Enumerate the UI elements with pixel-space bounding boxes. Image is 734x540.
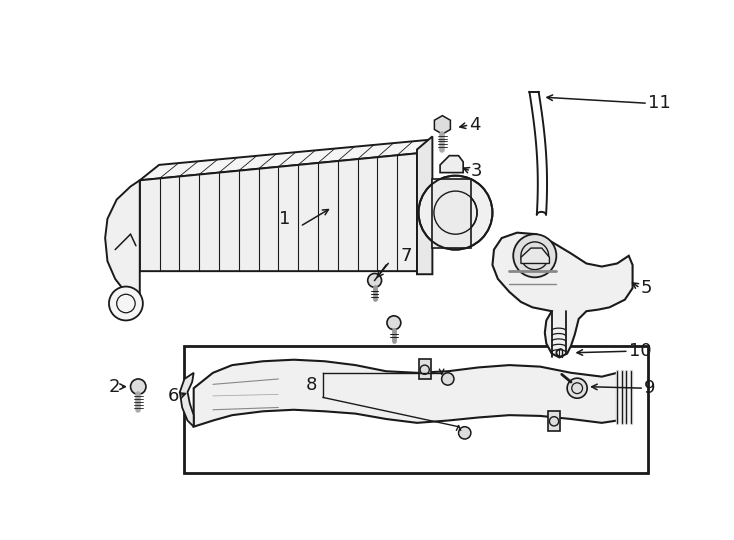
Polygon shape [139, 139, 432, 180]
Polygon shape [440, 156, 463, 173]
Circle shape [513, 234, 556, 278]
Circle shape [131, 379, 146, 394]
Circle shape [567, 378, 587, 398]
Text: 7: 7 [400, 247, 412, 265]
Circle shape [459, 427, 471, 439]
Text: 9: 9 [644, 379, 655, 397]
Polygon shape [180, 373, 194, 427]
Text: 6: 6 [167, 387, 179, 405]
Polygon shape [521, 248, 550, 264]
Circle shape [418, 176, 493, 249]
Polygon shape [548, 411, 560, 430]
Polygon shape [418, 359, 431, 379]
Polygon shape [194, 360, 617, 427]
Text: 2: 2 [109, 377, 120, 396]
Text: 8: 8 [305, 376, 317, 394]
Polygon shape [435, 116, 451, 134]
Polygon shape [417, 137, 432, 274]
Polygon shape [105, 180, 139, 303]
Polygon shape [139, 153, 417, 271]
Text: 11: 11 [648, 94, 671, 112]
Circle shape [550, 417, 559, 426]
Circle shape [387, 316, 401, 330]
Text: 10: 10 [629, 342, 651, 360]
Text: 1: 1 [279, 210, 290, 228]
Circle shape [368, 273, 382, 287]
Bar [184, 346, 648, 473]
Text: 3: 3 [471, 162, 482, 180]
Polygon shape [493, 233, 633, 357]
Circle shape [109, 287, 143, 320]
Text: 4: 4 [469, 116, 481, 134]
Circle shape [442, 373, 454, 385]
Circle shape [420, 365, 429, 374]
Text: 5: 5 [640, 279, 652, 297]
Polygon shape [432, 179, 471, 248]
